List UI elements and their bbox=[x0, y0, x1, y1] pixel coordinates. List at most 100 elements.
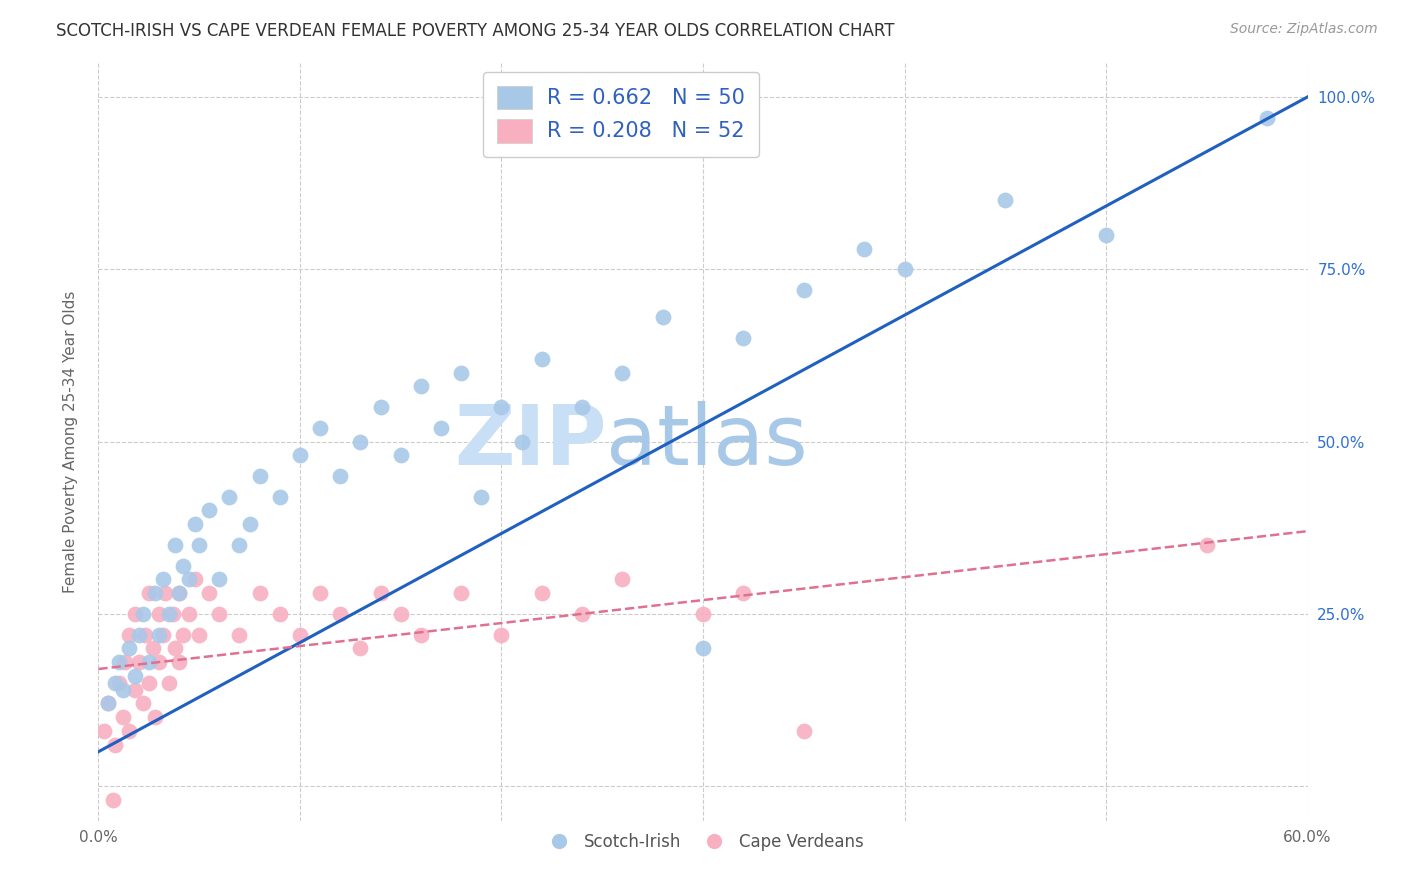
Point bbox=[97, 697, 120, 711]
Text: Source: ZipAtlas.com: Source: ZipAtlas.com bbox=[1230, 22, 1378, 37]
Point bbox=[114, 655, 136, 669]
Point bbox=[103, 675, 125, 690]
Point bbox=[124, 682, 146, 697]
Point bbox=[329, 607, 352, 621]
Point bbox=[793, 724, 815, 739]
Point bbox=[128, 627, 150, 641]
Point bbox=[530, 351, 553, 366]
Point bbox=[124, 607, 146, 621]
Point bbox=[157, 675, 180, 690]
Point bbox=[198, 503, 221, 517]
Point bbox=[134, 627, 156, 641]
Point bbox=[239, 517, 262, 532]
Point bbox=[228, 627, 250, 641]
Point bbox=[153, 586, 176, 600]
Point bbox=[370, 400, 392, 414]
Point bbox=[994, 194, 1017, 208]
Point bbox=[370, 586, 392, 600]
Point bbox=[470, 490, 492, 504]
Point bbox=[208, 573, 231, 587]
Point bbox=[1256, 111, 1278, 125]
Point bbox=[138, 586, 160, 600]
Point bbox=[184, 517, 207, 532]
Point bbox=[409, 379, 432, 393]
Point bbox=[167, 655, 190, 669]
Point bbox=[167, 586, 190, 600]
Point bbox=[152, 573, 174, 587]
Legend: Scotch-Irish, Cape Verdeans: Scotch-Irish, Cape Verdeans bbox=[536, 827, 870, 858]
Point bbox=[163, 641, 186, 656]
Point bbox=[157, 607, 180, 621]
Point bbox=[132, 697, 155, 711]
Point bbox=[188, 627, 211, 641]
Point bbox=[172, 558, 194, 573]
Point bbox=[128, 655, 150, 669]
Point bbox=[288, 448, 311, 462]
Point bbox=[612, 573, 634, 587]
Point bbox=[450, 366, 472, 380]
Point bbox=[249, 586, 271, 600]
Point bbox=[152, 627, 174, 641]
Point bbox=[853, 242, 876, 256]
Point bbox=[93, 724, 115, 739]
Point bbox=[491, 400, 513, 414]
Point bbox=[111, 710, 134, 724]
Point bbox=[124, 669, 146, 683]
Point bbox=[692, 607, 714, 621]
Point bbox=[491, 627, 513, 641]
Point bbox=[389, 448, 412, 462]
Point bbox=[409, 627, 432, 641]
Point bbox=[101, 793, 124, 807]
Point bbox=[793, 283, 815, 297]
Point bbox=[148, 627, 170, 641]
Point bbox=[138, 675, 160, 690]
Point bbox=[179, 607, 201, 621]
Point bbox=[111, 682, 134, 697]
Text: SCOTCH-IRISH VS CAPE VERDEAN FEMALE POVERTY AMONG 25-34 YEAR OLDS CORRELATION CH: SCOTCH-IRISH VS CAPE VERDEAN FEMALE POVE… bbox=[56, 22, 894, 40]
Point bbox=[142, 641, 165, 656]
Point bbox=[132, 607, 155, 621]
Point bbox=[97, 697, 120, 711]
Point bbox=[172, 627, 194, 641]
Point bbox=[184, 573, 207, 587]
Point bbox=[162, 607, 184, 621]
Point bbox=[288, 627, 311, 641]
Point bbox=[179, 573, 201, 587]
Point bbox=[118, 641, 141, 656]
Point bbox=[430, 421, 453, 435]
Point bbox=[103, 738, 125, 752]
Point bbox=[107, 655, 129, 669]
Point bbox=[249, 469, 271, 483]
Point bbox=[571, 400, 593, 414]
Point bbox=[349, 434, 371, 449]
Point bbox=[329, 469, 352, 483]
Point bbox=[269, 490, 291, 504]
Point bbox=[163, 538, 186, 552]
Point bbox=[349, 641, 371, 656]
Point bbox=[118, 627, 141, 641]
Text: atlas: atlas bbox=[606, 401, 808, 482]
Point bbox=[450, 586, 472, 600]
Point bbox=[571, 607, 593, 621]
Point bbox=[612, 366, 634, 380]
Point bbox=[228, 538, 250, 552]
Point bbox=[733, 586, 755, 600]
Point bbox=[198, 586, 221, 600]
Point bbox=[733, 331, 755, 345]
Point bbox=[138, 655, 160, 669]
Point bbox=[167, 586, 190, 600]
Point bbox=[530, 586, 553, 600]
Point bbox=[389, 607, 412, 621]
Point bbox=[118, 724, 141, 739]
Point bbox=[309, 421, 332, 435]
Y-axis label: Female Poverty Among 25-34 Year Olds: Female Poverty Among 25-34 Year Olds bbox=[63, 291, 77, 592]
Point bbox=[148, 655, 170, 669]
Point bbox=[218, 490, 240, 504]
Point bbox=[692, 641, 714, 656]
Point bbox=[143, 710, 166, 724]
Point bbox=[143, 586, 166, 600]
Point bbox=[188, 538, 211, 552]
Point bbox=[651, 310, 673, 325]
Point bbox=[1095, 227, 1118, 242]
Point bbox=[510, 434, 533, 449]
